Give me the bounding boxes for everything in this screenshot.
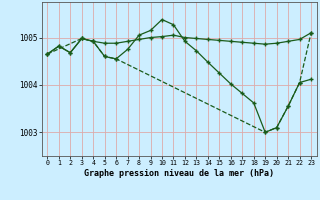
X-axis label: Graphe pression niveau de la mer (hPa): Graphe pression niveau de la mer (hPa)	[84, 169, 274, 178]
